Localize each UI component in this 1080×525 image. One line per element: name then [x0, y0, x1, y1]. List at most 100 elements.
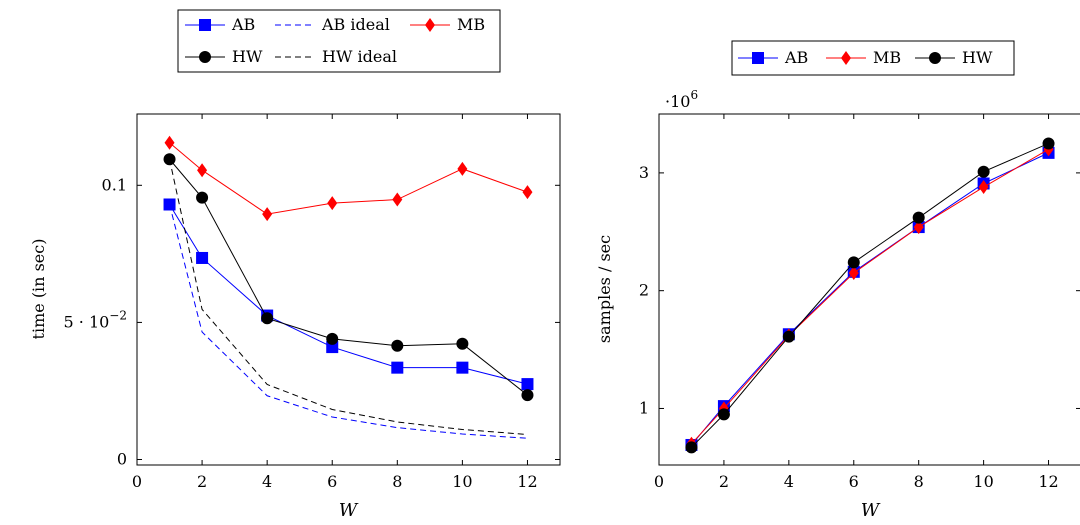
left-series-ab-line: [169, 204, 528, 385]
right-series-hw-point: [977, 165, 990, 178]
left-chart: AB AB ideal MB HW HW ideal 0 2 4 6 8 10 12 0 5 · 10−…: [29, 9, 561, 521]
right-series-hw-line: [691, 142, 1049, 448]
left-series-ab-ideal: [169, 204, 528, 439]
right-legend: AB MB HW: [738, 48, 993, 67]
right-x-tick-label: 10: [973, 472, 993, 491]
right-y-tick-label: 1: [639, 398, 649, 417]
left-series-mb-point: [262, 207, 273, 222]
right-plot-frame: [658, 113, 1080, 466]
left-y-axis-label: time (in sec): [29, 239, 48, 340]
left-series-ab-point: [326, 341, 339, 354]
left-series-mb-line: [169, 142, 528, 215]
left-series-ab-point: [456, 361, 469, 374]
right-x-tick-label: 8: [914, 472, 924, 491]
left-legend-ab-marker: [199, 19, 211, 31]
left-legend-box: [177, 9, 501, 73]
left-x-tick-label: 10: [452, 472, 472, 491]
right-y-scale-exponent: 6: [690, 88, 698, 102]
right-legend-ab-marker: [752, 52, 764, 64]
right-series-hw-point: [912, 211, 925, 224]
right-legend-hw: HW: [915, 48, 993, 67]
left-plot-frame: [136, 113, 561, 466]
left-legend-mb: MB: [410, 15, 485, 34]
left-legend-ab-ideal-label: AB ideal: [321, 15, 390, 34]
left-y-tick-label: 0.1: [102, 175, 127, 194]
left-x-tick-label: 6: [327, 472, 337, 491]
left-series-hw-point: [391, 339, 404, 352]
right-y-scale-base: ·10: [665, 92, 690, 111]
left-series-mb-point: [522, 185, 533, 200]
left-series-hw-point: [521, 389, 534, 402]
right-y-scale-label: ·106: [665, 88, 698, 111]
right-series-hw: [685, 137, 1055, 454]
left-x-axis-label: W: [339, 500, 359, 521]
right-legend-hw-label: HW: [962, 48, 993, 67]
left-y-tick-label: 5 · 10−2: [64, 308, 128, 331]
left-legend-hw: HW: [185, 47, 263, 66]
right-x-tick-label: 0: [654, 472, 664, 491]
left-series-hw-point: [196, 191, 209, 204]
left-series-ab-point: [521, 378, 534, 391]
right-series-mb-point: [913, 220, 924, 235]
left-series-ab-ideal-line: [169, 204, 528, 439]
right-x-tick-label: 6: [849, 472, 859, 491]
left-series-mb-point: [457, 161, 468, 176]
right-y-axis-label: samples / sec: [595, 235, 614, 343]
left-series-mb-point: [197, 163, 208, 178]
right-series-hw-point: [717, 408, 730, 421]
right-y-tick-label: 2: [639, 281, 649, 300]
right-legend-mb-label: MB: [873, 48, 901, 67]
left-series-hw: [163, 153, 534, 402]
right-series-hw-point: [847, 256, 860, 269]
left-ticks: 0 2 4 6 8 10 12 0 5 · 10−2 0.1: [64, 114, 560, 491]
left-series-hw-ideal-line: [169, 159, 528, 435]
right-x-tick-label: 4: [784, 472, 794, 491]
right-legend-hw-marker: [929, 52, 941, 64]
left-legend-ab-label: AB: [231, 15, 255, 34]
right-x-axis-label: W: [861, 500, 881, 521]
left-series-mb-point: [327, 196, 338, 211]
left-legend: AB AB ideal MB HW HW ideal: [185, 15, 485, 66]
right-series-hw-point: [1042, 137, 1055, 150]
right-legend-mb: MB: [826, 48, 901, 67]
left-x-tick-label: 4: [262, 472, 272, 491]
left-series-hw-ideal: [169, 159, 528, 435]
right-series: [685, 137, 1055, 454]
right-series-ab-line: [691, 152, 1049, 446]
right-legend-ab-label: AB: [784, 48, 808, 67]
left-legend-hw-ideal-label: HW ideal: [322, 47, 397, 66]
right-y-tick-label: 3: [639, 163, 649, 182]
right-series-mb-point: [848, 266, 859, 281]
right-series-mb-point: [978, 180, 989, 195]
right-legend-box: [731, 40, 1015, 76]
left-legend-hw-label: HW: [232, 47, 263, 66]
left-x-tick-label: 12: [517, 472, 537, 491]
left-legend-ab: AB: [185, 15, 255, 34]
left-series-hw-point: [326, 332, 339, 345]
left-x-tick-label: 0: [132, 472, 142, 491]
left-x-tick-label: 8: [392, 472, 402, 491]
left-series-hw-point: [456, 337, 469, 350]
left-legend-ab-ideal: AB ideal: [275, 15, 390, 34]
right-series-mb: [686, 142, 1054, 451]
right-legend-ab: AB: [738, 48, 808, 67]
left-legend-mb-label: MB: [457, 15, 485, 34]
left-x-tick-label: 2: [197, 472, 207, 491]
right-legend-mb-marker: [841, 51, 851, 65]
left-series-ab-point: [391, 361, 404, 374]
right-series-mb-line: [691, 148, 1049, 445]
left-series-ab-point: [196, 251, 209, 264]
left-legend-hw-marker: [199, 51, 211, 63]
right-x-tick-label: 2: [719, 472, 729, 491]
left-series-mb: [164, 135, 533, 222]
right-series-ab: [685, 146, 1055, 451]
left-legend-mb-marker: [425, 18, 435, 32]
right-series-hw-point: [685, 441, 698, 454]
left-series-ab: [163, 198, 534, 391]
left-series-mb-point: [164, 135, 175, 150]
left-series: [163, 135, 534, 439]
left-series-hw-point: [261, 312, 274, 325]
